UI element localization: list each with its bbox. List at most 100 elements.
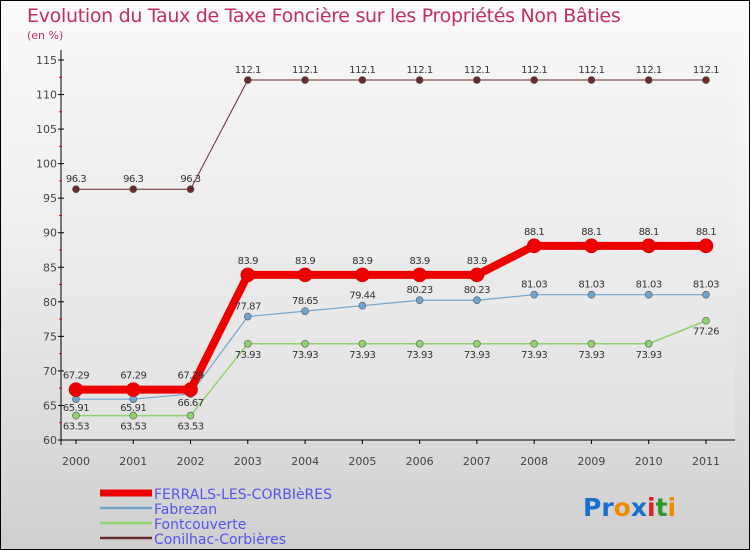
data-point-ferrals-les-corbi-res <box>698 238 714 254</box>
data-point-fontcouverte <box>702 316 710 325</box>
data-label-conilhac-corbi-res: 112.1 <box>349 65 375 76</box>
data-label-ferrals-les-corbi-res: 67.29 <box>177 371 203 382</box>
x-tick-label: 2011 <box>692 455 720 468</box>
data-label-conilhac-corbi-res: 96.3 <box>180 174 200 185</box>
data-point-ferrals-les-corbi-res <box>469 267 485 283</box>
data-point-fontcouverte <box>358 339 367 348</box>
data-point-ferrals-les-corbi-res <box>526 238 542 254</box>
series-line-conilhac-corbi-res <box>76 79 706 190</box>
x-tick-label: 2006 <box>406 455 434 468</box>
data-point-fabrezan <box>702 290 710 299</box>
data-point-conilhac-corbi-res <box>587 76 596 84</box>
data-label-fabrezan: 65.91 <box>63 403 89 414</box>
x-tick-label: 2003 <box>234 455 262 468</box>
legend-label: Conilhac-Corbières <box>154 532 286 548</box>
data-label-ferrals-les-corbi-res: 83.9 <box>409 256 429 267</box>
legend-label: FERRALS-LES-CORBIèRES <box>154 487 332 503</box>
data-label-fontcouverte: 77.26 <box>693 327 719 338</box>
data-point-conilhac-corbi-res <box>415 76 424 84</box>
x-tick-label: 2005 <box>348 455 376 468</box>
data-point-conilhac-corbi-res <box>702 76 710 84</box>
x-tick-label: 2004 <box>291 455 319 468</box>
series-line-ferrals-les-corbi-res <box>76 241 706 394</box>
data-label-ferrals-les-corbi-res: 83.9 <box>238 256 258 267</box>
data-label-fontcouverte: 73.93 <box>521 350 547 361</box>
data-point-fabrezan <box>301 307 309 315</box>
data-label-fabrezan: 66.67 <box>177 398 203 409</box>
data-point-fontcouverte <box>301 339 309 348</box>
data-point-ferrals-les-corbi-res <box>584 238 599 254</box>
data-label-fabrezan: 78.65 <box>292 296 318 307</box>
data-label-fontcouverte: 63.53 <box>63 422 89 433</box>
series-line-fabrezan <box>76 294 706 400</box>
data-label-conilhac-corbi-res: 112.1 <box>578 65 604 76</box>
data-label-fabrezan: 81.03 <box>521 280 547 291</box>
data-label-fabrezan: 77.87 <box>235 302 261 313</box>
data-point-fontcouverte <box>129 411 138 420</box>
data-point-conilhac-corbi-res <box>644 76 653 84</box>
y-tick-label: 80 <box>43 296 57 309</box>
data-point-ferrals-les-corbi-res <box>297 267 313 283</box>
data-label-conilhac-corbi-res: 112.1 <box>407 65 433 76</box>
data-label-fontcouverte: 73.93 <box>578 350 604 361</box>
data-point-ferrals-les-corbi-res <box>68 382 84 397</box>
y-tick-label: 85 <box>43 261 57 274</box>
data-label-fontcouverte: 63.53 <box>177 422 203 433</box>
data-point-fontcouverte <box>415 339 424 348</box>
data-label-ferrals-les-corbi-res: 83.9 <box>352 256 372 267</box>
y-tick-label: 115 <box>36 54 57 67</box>
data-label-ferrals-les-corbi-res: 88.1 <box>524 227 544 238</box>
data-label-fabrezan: 80.23 <box>464 285 490 296</box>
data-label-ferrals-les-corbi-res: 83.9 <box>467 256 487 267</box>
data-label-conilhac-corbi-res: 96.3 <box>66 174 86 185</box>
data-label-conilhac-corbi-res: 112.1 <box>636 65 662 76</box>
data-label-ferrals-les-corbi-res: 88.1 <box>639 227 659 238</box>
data-point-ferrals-les-corbi-res <box>355 267 370 283</box>
data-label-fontcouverte: 63.53 <box>120 422 146 433</box>
unit-label: (en %) <box>27 29 64 42</box>
data-point-ferrals-les-corbi-res <box>240 267 256 283</box>
data-label-fabrezan: 80.23 <box>407 285 433 296</box>
x-tick-label: 2009 <box>577 455 605 468</box>
data-point-conilhac-corbi-res <box>244 76 252 84</box>
data-point-fontcouverte <box>244 339 252 348</box>
data-label-fabrezan: 81.03 <box>636 280 662 291</box>
data-point-conilhac-corbi-res <box>301 76 309 84</box>
data-point-fabrezan <box>415 296 424 305</box>
data-label-fontcouverte: 73.93 <box>636 350 662 361</box>
legend-label: Fabrezan <box>154 502 217 518</box>
data-label-fabrezan: 81.03 <box>693 280 719 291</box>
data-point-ferrals-les-corbi-res <box>412 267 427 283</box>
y-tick-label: 90 <box>43 227 57 240</box>
data-point-conilhac-corbi-res <box>129 185 138 193</box>
data-point-conilhac-corbi-res <box>186 185 195 193</box>
y-tick-label: 100 <box>36 158 57 171</box>
data-point-conilhac-corbi-res <box>72 185 80 193</box>
data-point-ferrals-les-corbi-res <box>125 382 141 397</box>
data-point-fontcouverte <box>186 411 195 420</box>
data-label-fontcouverte: 73.93 <box>464 350 490 361</box>
x-tick-label: 2000 <box>62 455 90 468</box>
y-tick-label: 110 <box>36 89 57 102</box>
data-label-fabrezan: 79.44 <box>349 291 375 302</box>
data-label-fabrezan: 81.03 <box>578 280 604 291</box>
chart-title: Evolution du Taux de Taxe Foncière sur l… <box>27 5 621 27</box>
data-point-fabrezan <box>644 290 653 299</box>
data-label-ferrals-les-corbi-res: 83.9 <box>295 256 315 267</box>
data-label-ferrals-les-corbi-res: 88.1 <box>696 227 716 238</box>
data-point-fabrezan <box>358 301 367 310</box>
data-label-fontcouverte: 73.93 <box>407 350 433 361</box>
legend-label: Fontcouverte <box>154 517 246 533</box>
data-point-conilhac-corbi-res <box>530 76 538 84</box>
y-tick-label: 95 <box>43 192 57 205</box>
proxiti-logo: Proxiti <box>583 493 676 522</box>
data-point-fabrezan <box>530 290 538 299</box>
data-point-fabrezan <box>244 312 252 321</box>
x-tick-label: 2008 <box>520 455 548 468</box>
data-point-ferrals-les-corbi-res <box>183 382 198 397</box>
data-point-conilhac-corbi-res <box>358 76 367 84</box>
data-label-ferrals-les-corbi-res: 88.1 <box>581 227 601 238</box>
data-point-fabrezan <box>587 290 596 299</box>
data-point-fontcouverte <box>587 339 596 348</box>
